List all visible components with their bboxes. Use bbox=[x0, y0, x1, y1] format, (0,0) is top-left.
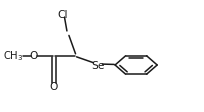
Text: Cl: Cl bbox=[58, 10, 68, 20]
Text: O: O bbox=[30, 51, 38, 61]
Text: CH$_3$: CH$_3$ bbox=[3, 49, 23, 63]
Text: Se: Se bbox=[91, 60, 105, 70]
Text: O: O bbox=[50, 81, 58, 91]
